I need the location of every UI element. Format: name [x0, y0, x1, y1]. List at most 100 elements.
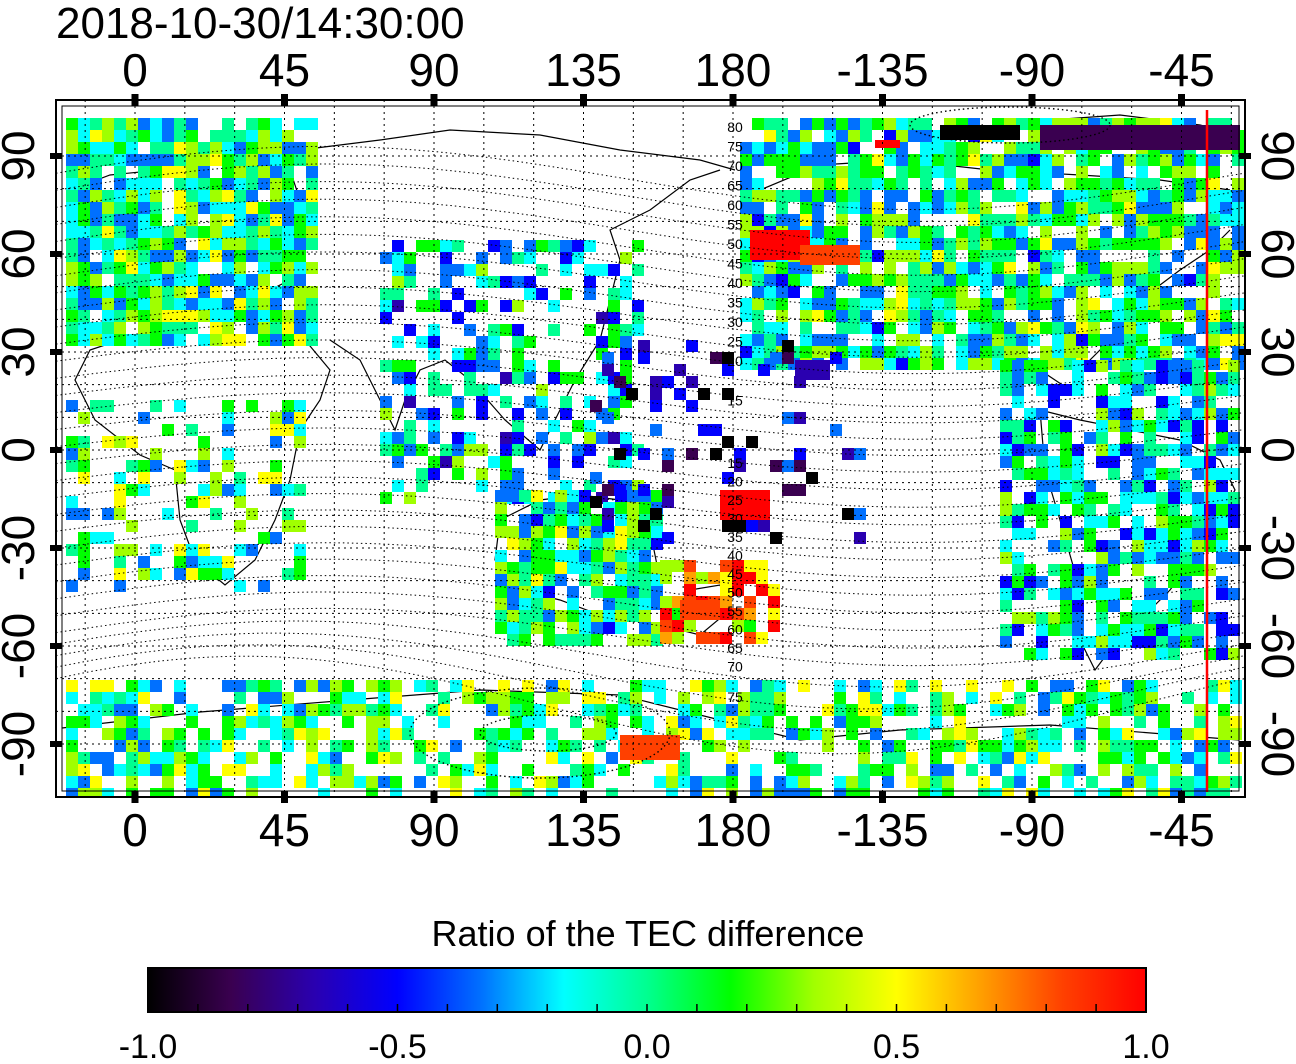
tec-cell: [1100, 178, 1112, 190]
tec-cell: [126, 250, 138, 262]
tec-cell: [1060, 516, 1072, 528]
tec-cell: [608, 264, 620, 276]
tec-cell: [812, 310, 824, 322]
tec-cell: [476, 396, 488, 408]
tec-cell: [495, 610, 507, 622]
tec-cell: [1028, 166, 1040, 178]
tec-cell: [270, 752, 282, 764]
tec-cell: [150, 460, 162, 472]
tec-cell: [354, 776, 366, 788]
tec-cell: [234, 178, 246, 190]
tec-cell: [768, 608, 780, 620]
tec-cell: [770, 460, 782, 472]
tec-cell: [560, 372, 572, 384]
tec-cell: [531, 574, 543, 586]
tec-cell: [932, 334, 944, 346]
tec-cell: [1208, 238, 1220, 250]
tec-cell: [210, 286, 222, 298]
tec-cell: [1060, 420, 1072, 432]
tec-cell: [1144, 492, 1156, 504]
tec-cell: [908, 130, 920, 142]
tec-cell: [654, 692, 666, 704]
tec-cell: [1182, 728, 1194, 740]
tec-cell-highlight: [795, 360, 830, 380]
tec-cell: [1206, 776, 1218, 788]
tec-cell: [294, 436, 306, 448]
tec-cell: [1136, 310, 1148, 322]
tec-cell: [150, 680, 162, 692]
tec-cell: [1168, 612, 1180, 624]
tec-cell: [1098, 716, 1110, 728]
tec-cell: [1170, 764, 1182, 776]
tec-cell: [1208, 274, 1220, 286]
tec-cell: [536, 408, 548, 420]
tec-cell: [162, 274, 174, 286]
tec-cell: [800, 118, 812, 130]
tec-cell: [920, 274, 932, 286]
tec-cell: [968, 226, 980, 238]
tec-cell: [1120, 408, 1132, 420]
tec-cell: [162, 250, 174, 262]
tec-cell: [1160, 298, 1172, 310]
tec-cell: [1230, 692, 1242, 704]
tec-cell: [282, 130, 294, 142]
tec-cell: [474, 752, 486, 764]
tec-cell: [1156, 588, 1168, 600]
tec-cell: [591, 634, 603, 646]
tec-cell: [380, 492, 392, 504]
tec-cell: [836, 166, 848, 178]
tec-cell: [650, 508, 662, 520]
tec-cell: [1064, 274, 1076, 286]
tec-cell: [246, 322, 258, 334]
tec-cell: [980, 310, 992, 322]
tec-cell: [392, 300, 404, 312]
tec-cell: [638, 340, 650, 352]
tec-cell: [174, 322, 186, 334]
tec-cell: [1232, 298, 1244, 310]
tec-cell: [1168, 408, 1180, 420]
tec-cell: [896, 298, 908, 310]
tec-cell: [932, 202, 944, 214]
tec-cell: [531, 550, 543, 562]
tec-cell: [222, 214, 234, 226]
tec-cell: [872, 274, 884, 286]
tec-cell: [1132, 468, 1144, 480]
tec-cell: [270, 166, 282, 178]
tec-cell: [186, 202, 198, 214]
tec-cell: [162, 776, 174, 788]
tec-cell: [306, 142, 318, 154]
tec-cell: [366, 740, 378, 752]
tec-cell: [1132, 480, 1144, 492]
tec-cell: [440, 240, 452, 252]
tec-cell: [464, 360, 476, 372]
tec-cell: [786, 716, 798, 728]
tec-cell: [1098, 692, 1110, 704]
tec-cell: [1096, 432, 1108, 444]
tec-cell: [764, 118, 776, 130]
tec-cell: [186, 118, 198, 130]
tec-cell: [555, 502, 567, 514]
tec-cell: [342, 680, 354, 692]
tec-cell: [126, 202, 138, 214]
tec-cell: [186, 496, 198, 508]
tec-cell: [282, 202, 294, 214]
tec-cell: [1028, 118, 1040, 130]
tec-cell: [1184, 154, 1196, 166]
tec-cell: [744, 560, 756, 572]
tec-cell: [198, 226, 210, 238]
tec-cell: [474, 692, 486, 704]
tec-cell: [1168, 624, 1180, 636]
tec-cell: [906, 776, 918, 788]
tec-cell: [186, 286, 198, 298]
tec-cell: [908, 238, 920, 250]
tec-cell: [282, 322, 294, 334]
tec-cell: [1122, 752, 1134, 764]
tec-cell: [968, 310, 980, 322]
tec-cell: [1232, 190, 1244, 202]
tec-cell: [1086, 692, 1098, 704]
tec-cell: [174, 728, 186, 740]
tec-cell: [426, 704, 438, 716]
tec-cell: [834, 680, 846, 692]
tec-cell: [860, 178, 872, 190]
tec-cell: [932, 262, 944, 274]
